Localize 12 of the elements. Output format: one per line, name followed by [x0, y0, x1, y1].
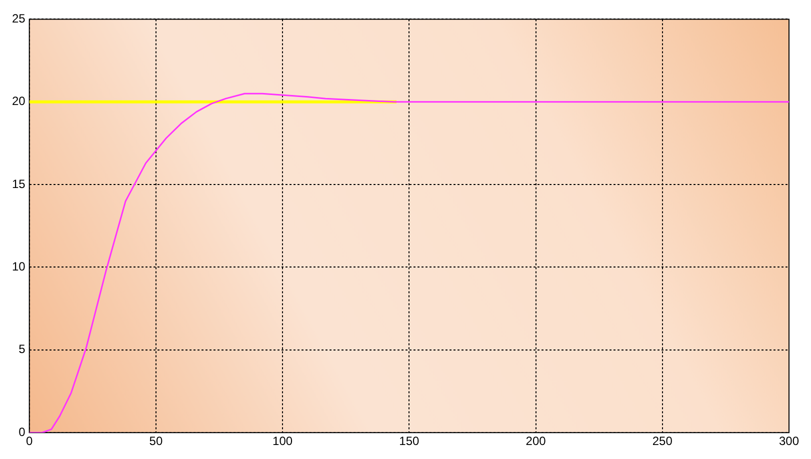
- x-tick-label: 200: [526, 434, 546, 448]
- y-tick-label: 5: [18, 342, 26, 356]
- x-tick-label: 100: [272, 434, 293, 448]
- x-tick-label: 150: [399, 434, 420, 448]
- x-tick-label: 300: [778, 434, 800, 448]
- x-tick-label: 250: [652, 434, 673, 448]
- y-tick-label: 10: [12, 260, 26, 274]
- y-tick-label: 25: [12, 12, 26, 26]
- y-tick-label: 15: [12, 176, 26, 191]
- x-tick-label: 50: [149, 434, 163, 448]
- y-tick-label: 0: [18, 424, 26, 439]
- y-tick-label: 20: [12, 94, 26, 108]
